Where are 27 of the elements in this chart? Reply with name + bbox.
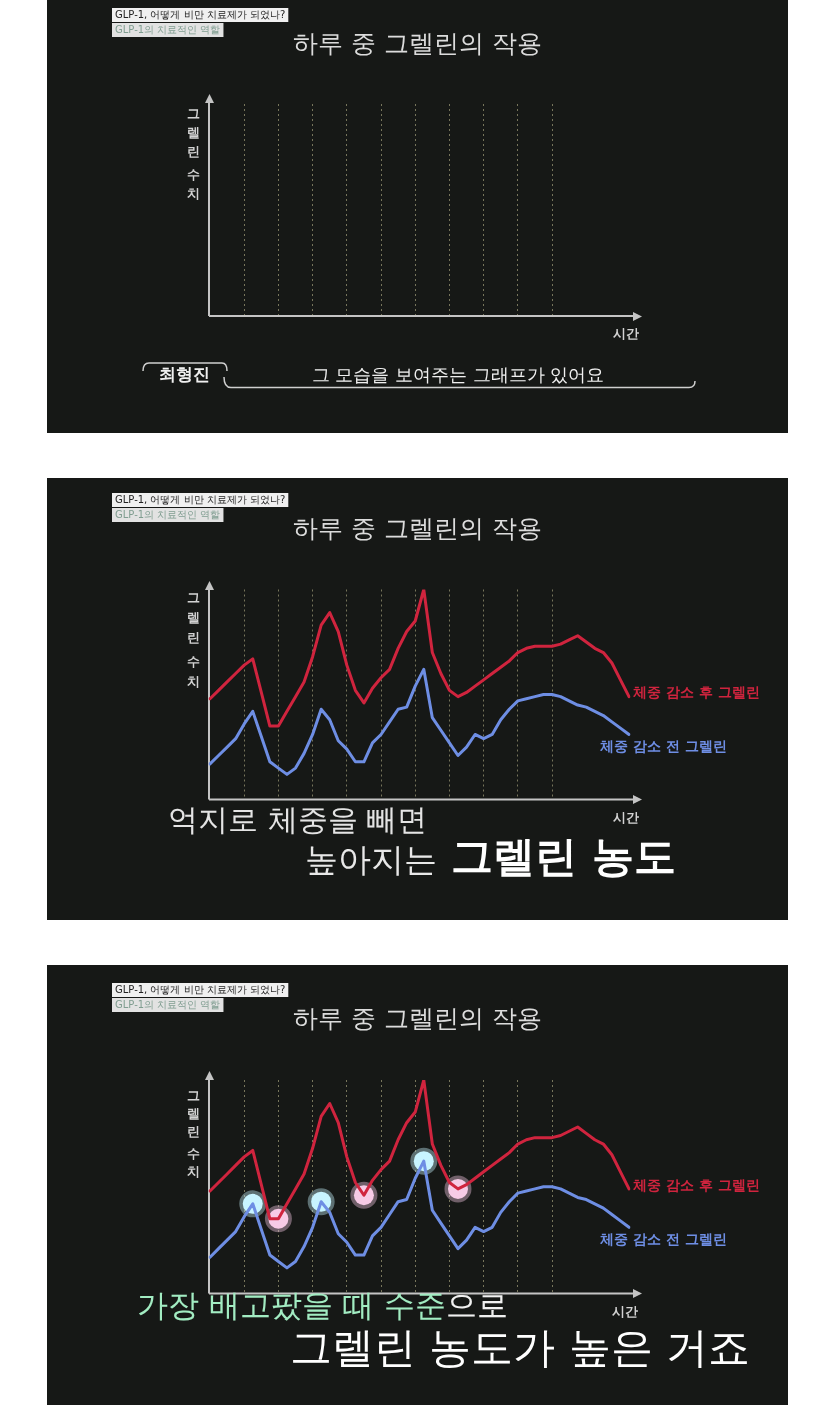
chart-title: 하루 중 그렐린의 작용 <box>293 513 542 543</box>
y-axis-title: 그렐린 수치 <box>186 1088 200 1179</box>
series-label: 체중 감소 후 그렐린 <box>632 1176 760 1193</box>
text: 최형진 <box>158 364 210 385</box>
text: 그렐린 농도 <box>451 831 676 881</box>
annotation: 가장 배고팠을 때 수준 <box>137 1287 446 1324</box>
series-label: 체중 감소 후 그렐린 <box>632 684 760 701</box>
text: GLP-1의 치료적인 역할 <box>115 998 221 1010</box>
series-label: 체중 감소 전 그렐린 <box>599 738 727 755</box>
text: GLP-1, 어떻게 비만 치료제가 되었나? <box>115 983 286 995</box>
text: 높아지는 <box>305 839 437 879</box>
annotation: 으로 <box>445 1287 508 1324</box>
x-axis-title: 시간 <box>612 1304 638 1320</box>
y-axis-title: 그렐린 수치 <box>186 590 200 690</box>
text: GLP-1의 치료적인 역할 <box>115 23 221 35</box>
text: GLP-1의 치료적인 역할 <box>115 508 221 520</box>
text: 그렐린 농도가 높은 거죠 <box>290 1322 751 1372</box>
series-label: 체중 감소 전 그렐린 <box>599 1230 727 1247</box>
x-axis-title: 시간 <box>613 810 639 826</box>
text: 시간 <box>613 326 639 342</box>
text: 하루 중 그렐린의 작용 <box>293 28 542 58</box>
text: 그 모습을 보여주는 그래프가 있어요 <box>311 363 605 385</box>
text: 그렐린 수치 <box>186 106 200 202</box>
text: GLP-1, 어떻게 비만 치료제가 되었나? <box>115 493 286 505</box>
text: GLP-1, 어떻게 비만 치료제가 되었나? <box>115 8 286 20</box>
text: 억지로 체중을 빼면 <box>168 801 428 837</box>
chart-title: 하루 중 그렐린의 작용 <box>293 1003 542 1033</box>
